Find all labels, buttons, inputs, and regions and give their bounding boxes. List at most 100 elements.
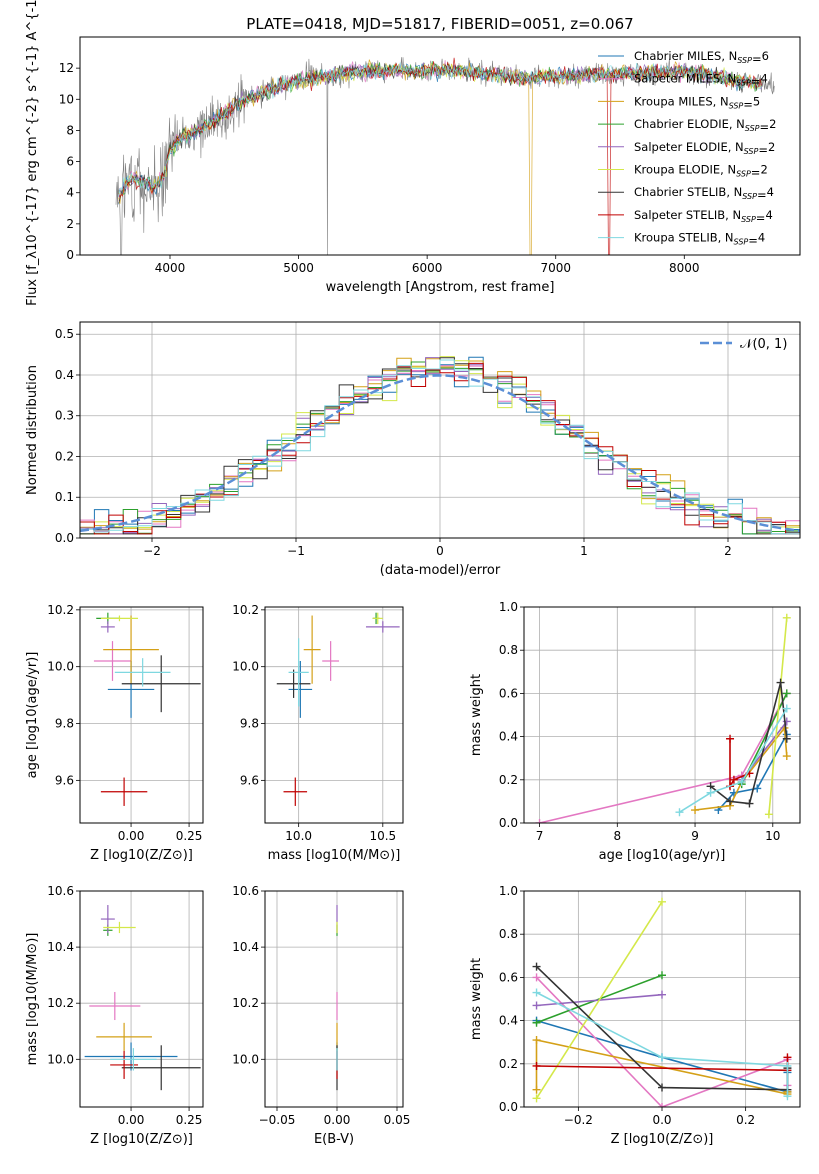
legend-entry: Kroupa ELODIE, NSSP=2 xyxy=(634,163,768,180)
legend-subscript: SSP xyxy=(744,147,759,156)
legend-name: Salpeter ELODIE xyxy=(634,140,728,154)
axes-frame xyxy=(79,321,801,539)
axes-frame xyxy=(264,890,404,1108)
weight-marker xyxy=(658,1103,666,1107)
y-tick-label: 0.0 xyxy=(499,1100,518,1114)
x-tick-label: 10 xyxy=(765,829,780,843)
y-tick-label: 6 xyxy=(66,155,74,169)
y-tick-label: 10.2 xyxy=(232,996,259,1010)
weight-line xyxy=(768,617,788,815)
legend-entry: Chabrier MILES, NSSP=6 xyxy=(634,49,769,66)
legend-name: Kroupa MILES xyxy=(634,94,713,108)
x-tick-label: 5000 xyxy=(283,261,314,275)
weight-marker xyxy=(726,797,735,806)
normal-curve xyxy=(80,374,800,533)
legend-nssp: 4 xyxy=(760,72,767,86)
legend-nssp-prefix: , N xyxy=(713,94,729,108)
legend-subscript: SSP xyxy=(741,215,756,224)
legend-entry: Chabrier ELODIE, NSSP=2 xyxy=(634,117,776,134)
errorbar-point xyxy=(100,615,139,622)
legend-subscript: SSP xyxy=(742,192,757,201)
x-tick-label: 9 xyxy=(691,829,699,843)
weight-marker xyxy=(782,613,791,622)
plot-area xyxy=(535,613,791,823)
x-axis-label: Z [log10(Z/Z⊙)] xyxy=(90,1132,193,1147)
y-tick-label: 0.0 xyxy=(499,816,518,830)
chart-residuals: −2 −1 0 1 2 0.0 0.1 0.2 0.3 0.4 0.5 (data-model)/er… xyxy=(25,321,801,578)
chart-weight_vs_age: 7 8 9 10 0.0 0.2 0.4 0.6 0.8 1.0 age [log10(age/yr… xyxy=(469,600,801,863)
legend-name: Chabrier ELODIE xyxy=(634,117,729,131)
weight-marker xyxy=(729,775,738,784)
y-tick-label: 4 xyxy=(66,186,74,200)
y-axis-label: mass [log10(M/M⊙)] xyxy=(25,933,40,1066)
legend-name: Chabrier MILES xyxy=(634,49,721,63)
weight-marker xyxy=(745,799,754,808)
plot-area xyxy=(115,57,775,255)
chart-age_vs_Z: 0.00 0.25 9.6 9.8 10.0 10.2 Z [log10(Z/Z⊙)] age… xyxy=(25,603,204,863)
x-tick-label: 8 xyxy=(613,829,621,843)
weight-marker xyxy=(782,752,791,761)
y-tick-label: 10.6 xyxy=(47,884,74,898)
x-tick-label: 8000 xyxy=(669,261,700,275)
weight-marker xyxy=(726,734,735,743)
y-tick-label: 10.0 xyxy=(47,1052,74,1066)
legend-entry: Salpeter MILES, NSSP=4 xyxy=(634,72,768,89)
legend-eq: = xyxy=(751,166,761,180)
legend-nssp: 6 xyxy=(762,49,769,63)
axes-frame xyxy=(79,890,204,1108)
y-tick-label: 0.6 xyxy=(499,686,518,700)
legend-nssp-prefix: , N xyxy=(718,231,734,245)
y-tick-label: 10.2 xyxy=(232,603,259,617)
legend-nssp-prefix: , N xyxy=(726,185,742,199)
legend-nssp: 4 xyxy=(767,185,774,199)
legend-subscript: SSP xyxy=(736,170,751,179)
legend-entry: 𝒩(0, 1) xyxy=(740,337,787,352)
weight-marker xyxy=(764,810,773,819)
legend-eq: = xyxy=(748,234,758,248)
errorbar-point xyxy=(96,1022,152,1051)
weight-series xyxy=(535,689,791,823)
chart-weight_vs_Z: −0.2 0.0 0.2 0.0 0.2 0.4 0.6 0.8 1.0 Z [log10(Z/Z… xyxy=(469,884,801,1147)
y-tick-label: 10.0 xyxy=(232,1052,259,1066)
chart-title: PLATE=0418, MJD=51817, FIBERID=0051, z=0… xyxy=(246,15,633,33)
x-axis-label: wavelength [Angstrom, rest frame] xyxy=(326,280,555,295)
x-axis-label: (data-model)/error xyxy=(380,563,501,578)
weight-marker xyxy=(532,1085,541,1094)
axes-frame xyxy=(523,890,801,1108)
axes-frame xyxy=(79,606,204,824)
y-axis-label: Normed distribution xyxy=(25,365,40,495)
legend-name: Chabrier STELIB xyxy=(634,185,726,199)
weight-marker xyxy=(782,734,791,743)
legend-nssp: 2 xyxy=(760,163,767,177)
weight-marker xyxy=(532,1036,541,1045)
legend-entry: Salpeter STELIB, NSSP=4 xyxy=(634,208,773,225)
y-tick-label: 0.5 xyxy=(55,327,74,341)
y-tick-label: 0.1 xyxy=(55,490,74,504)
errorbar-point xyxy=(276,669,311,698)
axes-frame xyxy=(264,606,404,824)
residual-histogram xyxy=(80,357,800,535)
y-tick-label: 9.6 xyxy=(55,773,74,787)
weight-line xyxy=(679,708,788,813)
y-tick-label: 10.2 xyxy=(47,603,74,617)
errorbar-point xyxy=(89,991,141,1021)
legend-entry: Kroupa MILES, NSSP=5 xyxy=(634,94,760,111)
legend-nssp: 2 xyxy=(769,117,776,131)
axes-frame xyxy=(79,36,801,256)
legend-nssp: 2 xyxy=(768,140,775,154)
x-tick-label: 4000 xyxy=(155,261,186,275)
y-tick-label: 0.2 xyxy=(499,773,518,787)
x-axis-label: Z [log10(Z/Z⊙)] xyxy=(611,1132,714,1147)
weight-marker xyxy=(675,808,684,817)
legend-eq: = xyxy=(751,75,761,89)
y-tick-label: 1.0 xyxy=(499,884,518,898)
y-tick-label: 0.4 xyxy=(499,1014,518,1028)
legend-nssp-prefix: , N xyxy=(729,117,745,131)
legend-nssp-prefix: , N xyxy=(721,49,737,63)
y-tick-label: 9.8 xyxy=(55,717,74,731)
weight-marker xyxy=(783,1061,792,1070)
observed-spectrum xyxy=(115,57,775,255)
residual-histogram xyxy=(80,359,800,535)
y-tick-label: 10.4 xyxy=(47,940,74,954)
